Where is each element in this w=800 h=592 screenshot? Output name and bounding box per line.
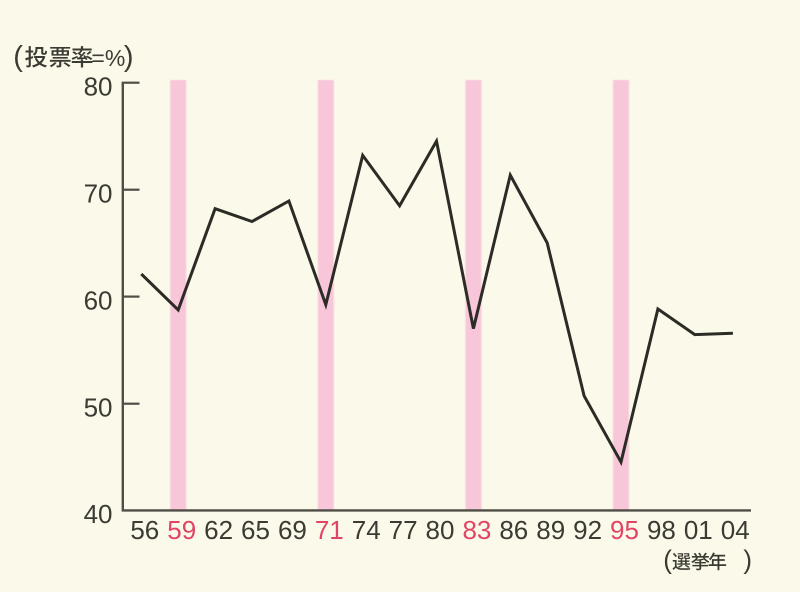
svg-text:40: 40 — [84, 499, 113, 529]
svg-text:83: 83 — [462, 515, 491, 545]
svg-text:50: 50 — [84, 393, 113, 423]
svg-text:86: 86 — [499, 515, 528, 545]
svg-text:60: 60 — [84, 285, 113, 315]
svg-text:80: 80 — [426, 515, 455, 545]
svg-text:=%: =% — [91, 45, 125, 71]
svg-text:65: 65 — [241, 515, 270, 545]
svg-text:): ) — [743, 544, 752, 574]
svg-text:59: 59 — [167, 515, 196, 545]
svg-text:98: 98 — [647, 515, 676, 545]
svg-text:77: 77 — [389, 515, 418, 545]
svg-text:74: 74 — [352, 515, 381, 545]
svg-text:89: 89 — [536, 515, 565, 545]
svg-text:04: 04 — [721, 515, 750, 545]
svg-text:56: 56 — [130, 515, 159, 545]
svg-text:62: 62 — [204, 515, 233, 545]
svg-text:01: 01 — [684, 515, 713, 545]
svg-text:71: 71 — [315, 515, 344, 545]
svg-text:69: 69 — [278, 515, 307, 545]
svg-text:70: 70 — [84, 179, 113, 209]
svg-text:): ) — [124, 41, 134, 73]
svg-text:(: ( — [663, 544, 672, 574]
svg-text:(: ( — [13, 41, 23, 73]
svg-text:80: 80 — [84, 72, 113, 102]
svg-text:95: 95 — [610, 515, 639, 545]
svg-text:92: 92 — [573, 515, 602, 545]
